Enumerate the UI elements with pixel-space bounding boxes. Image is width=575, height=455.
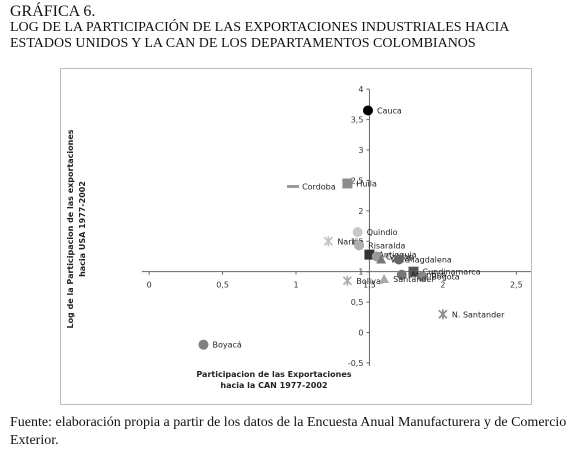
point-label-bolivar: Bolivar: [356, 277, 384, 286]
y-tick-label: 3: [358, 146, 363, 155]
x-tick-label: 1,5: [363, 281, 376, 290]
y-axis-label-line-2: hacia USA 1977-2002: [78, 181, 87, 277]
y-tick-label: 2: [358, 207, 363, 216]
y-tick-label: 0,5: [351, 298, 364, 307]
point-bogota: [417, 271, 428, 282]
point-antioquia: [364, 249, 375, 260]
x-tick-label: 2: [440, 281, 445, 290]
figure-title-line-1: LOG DE LA PARTICIPACIÓN DE LAS EXPORTACI…: [10, 20, 510, 35]
scatter-chart: 00,511,522,5-0,500,511,522,533,54Partici…: [66, 85, 531, 390]
point-nari-o: [323, 236, 333, 247]
point-label-nari-o: Nariño: [337, 237, 363, 246]
y-axis-label-line-1: Log de la Participacion de las exportaci…: [66, 129, 75, 328]
source-note: Fuente: elaboración propia a partir de l…: [10, 415, 567, 448]
figure-title-line-2: ESTADOS UNIDOS Y LA CAN DE LOS DEPARTAME…: [10, 36, 476, 51]
x-tick-label: 1: [293, 281, 298, 290]
point-valle: [376, 254, 387, 264]
point-label-atlantico: Atlantico: [411, 271, 446, 280]
point-label-cordoba: Cordoba: [302, 183, 336, 192]
point-label-risaralda: Risaralda: [368, 242, 405, 251]
y-tick-label: 0: [358, 329, 363, 338]
y-tick-label: 1: [358, 268, 363, 277]
point-santander: [379, 273, 390, 283]
point-label-n-santander: N. Santander: [452, 310, 505, 319]
point-label-bogota: Bogota: [431, 273, 459, 282]
point-magdalena: [393, 254, 404, 265]
x-axis-label-line-1: Participacion de las Exportaciones: [196, 370, 351, 379]
y-tick-label: 4: [358, 85, 363, 94]
point-label-boyac-: Boyacá: [212, 341, 241, 350]
point-risaralda: [354, 240, 365, 251]
x-axis-label-line-2: hacia la CAN 1977-2002: [220, 381, 327, 390]
x-tick-label: 0: [147, 281, 152, 290]
point-cauca: [362, 105, 373, 116]
y-tick-label: 2,5: [351, 176, 364, 185]
point-boyac-: [198, 339, 209, 350]
point-label-huila: Huila: [356, 179, 377, 188]
point-label-quindio: Quindio: [367, 228, 398, 237]
point-bolivar: [342, 275, 352, 286]
y-tick-label: 3,5: [351, 116, 364, 125]
point-label-magdalena: Magdalena: [408, 256, 452, 265]
point-cundinamarca: [408, 266, 419, 277]
figure-title-block: GRÁFICA 6. LOG DE LA PARTICIPACIÓN DE LA…: [10, 4, 570, 52]
x-tick-label: 2,5: [510, 281, 523, 290]
chart-frame: 00,511,522,5-0,500,511,522,533,54Partici…: [60, 68, 532, 405]
point-label-cundinamarca: Cundinamarca: [423, 268, 481, 277]
point-cordoba: [287, 185, 300, 188]
point-n-santander: [438, 309, 448, 320]
point-huila: [342, 178, 353, 189]
point-quindio: [352, 227, 363, 238]
point-label-santander: Santander: [393, 275, 435, 284]
point-atlantico: [396, 269, 407, 280]
x-tick-label: 0,5: [216, 281, 229, 290]
point-label-cauca: Cauca: [377, 106, 402, 115]
figure-label: GRÁFICA 6.: [10, 3, 96, 20]
y-tick-label: -0,5: [348, 359, 364, 368]
